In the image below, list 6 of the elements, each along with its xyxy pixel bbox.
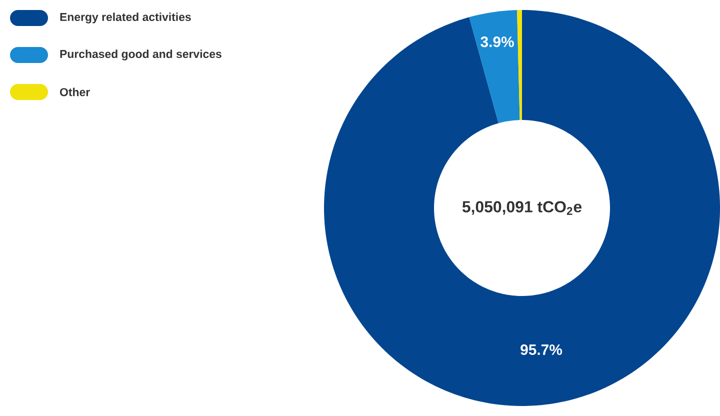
data-label: 3.9% (480, 36, 514, 48)
data-label: 95.7% (520, 344, 562, 355)
text: 5,050,091 tCO$_{2}$e (462, 201, 582, 215)
legend-label: Purchased good and services (60, 50, 222, 60)
legend-label: Other (60, 88, 90, 96)
legend-label: Energy related activities (60, 12, 191, 24)
